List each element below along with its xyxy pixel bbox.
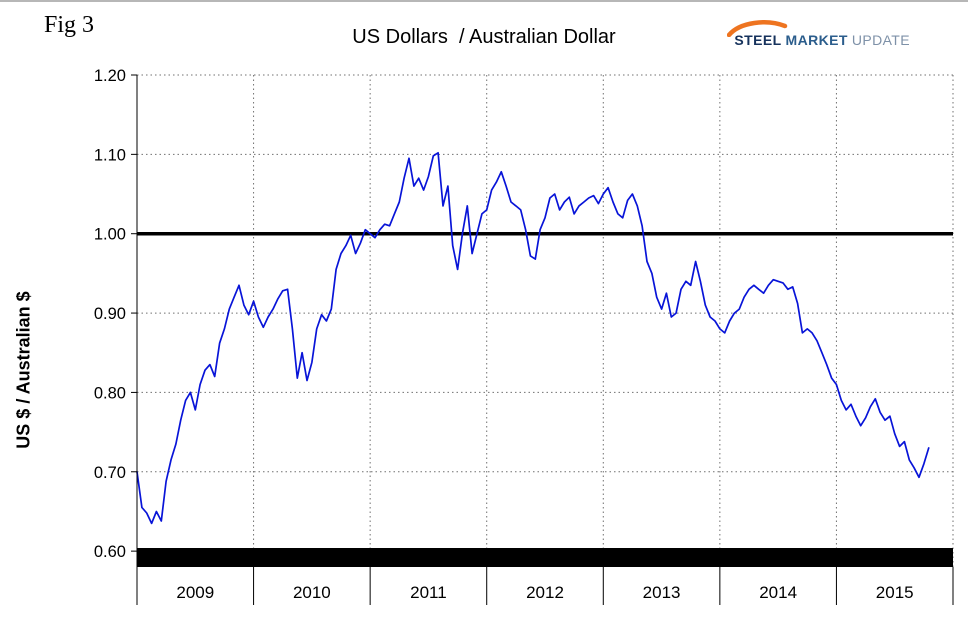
y-tick-label: 1.00 — [94, 226, 126, 244]
x-tick-label: 2011 — [410, 583, 447, 602]
logo-text-market: MARKET — [785, 32, 848, 48]
figure-label: Fig 3 — [44, 12, 95, 38]
logo-swoosh-icon — [727, 20, 788, 37]
x-tick-label: 2014 — [759, 583, 797, 602]
chart-title: US Dollars / Australian Dollar — [352, 26, 616, 48]
y-tick-label: 1.10 — [94, 146, 126, 164]
bottom-axis-bar — [137, 548, 953, 567]
y-tick-label: 0.80 — [94, 384, 126, 402]
logo-text-update: UPDATE — [851, 32, 910, 48]
x-tick-label: 2013 — [643, 583, 681, 602]
y-tick-label: 0.70 — [94, 464, 126, 482]
y-tick-label: 1.20 — [94, 67, 126, 85]
usd-aud-series — [136, 151, 930, 525]
x-tick-label: 2010 — [293, 583, 331, 602]
x-tick-label: 2015 — [876, 583, 914, 602]
x-tick-label: 2009 — [176, 583, 214, 602]
y-tick-label: 0.90 — [94, 305, 126, 323]
y-tick-label: 0.60 — [94, 543, 126, 561]
logo-text-steel: STEEL — [734, 32, 782, 48]
smu-logo: STEEL MARKET UPDATE — [727, 20, 910, 50]
x-tick-label: 2012 — [526, 583, 564, 602]
